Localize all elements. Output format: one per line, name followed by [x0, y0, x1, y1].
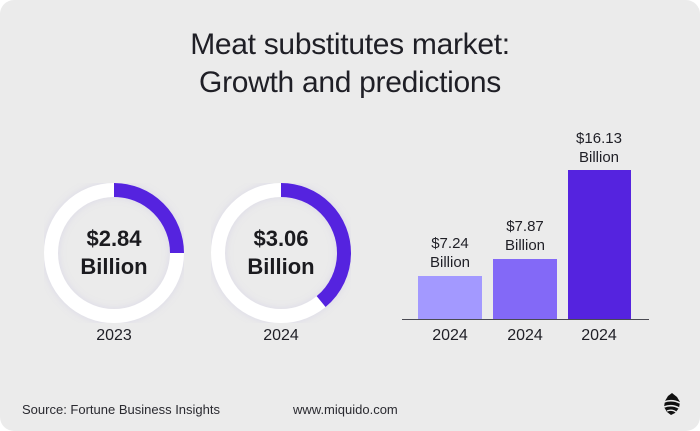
donut-chart-2024: $3.06 Billion — [211, 183, 351, 323]
miquido-logo-icon — [662, 393, 682, 415]
bar-year-label: 2024 — [432, 327, 468, 344]
website-link[interactable]: www.miquido.com — [293, 402, 398, 417]
bar-3 — [568, 170, 631, 319]
donut-amount: $3.06 — [253, 226, 309, 251]
source-text: Source: Fortune Business Insights — [22, 402, 220, 417]
donut-chart-2023: $2.84 Billion — [44, 183, 184, 323]
bar-amount: $7.24 — [431, 235, 469, 252]
bar-year-label: 2024 — [581, 327, 617, 344]
bar-value-label: $16.13 Billion — [554, 129, 644, 167]
donut-unit: Billion — [80, 254, 148, 279]
title-line-1: Meat substitutes market: — [190, 28, 510, 61]
bar-unit: Billion — [578, 149, 620, 166]
x-axis-line — [402, 319, 649, 320]
bar-value-label: $7.24 Billion — [405, 234, 495, 272]
donut-unit: Billion — [247, 254, 315, 279]
page-title: Meat substitutes market: Growth and pred… — [0, 26, 700, 102]
bar-value-label: $7.87 Billion — [480, 217, 570, 255]
bar-amount: $16.13 — [576, 130, 622, 147]
bar-year-label: 2024 — [507, 327, 543, 344]
bar-1 — [418, 276, 482, 319]
bar-2 — [493, 259, 557, 319]
donut-value: $3.06 Billion — [211, 183, 351, 323]
donut-year-label: 2024 — [263, 327, 299, 344]
donut-value: $2.84 Billion — [44, 183, 184, 323]
donut-ring-icon — [211, 183, 351, 323]
donut-year-label: 2023 — [96, 327, 132, 344]
bar-unit: Billion — [504, 237, 546, 254]
title-line-2: Growth and predictions — [199, 66, 501, 99]
donut-ring-icon — [44, 183, 184, 323]
donut-amount: $2.84 — [86, 226, 142, 251]
bar-amount: $7.87 — [506, 218, 544, 235]
bar-unit: Billion — [429, 254, 471, 271]
